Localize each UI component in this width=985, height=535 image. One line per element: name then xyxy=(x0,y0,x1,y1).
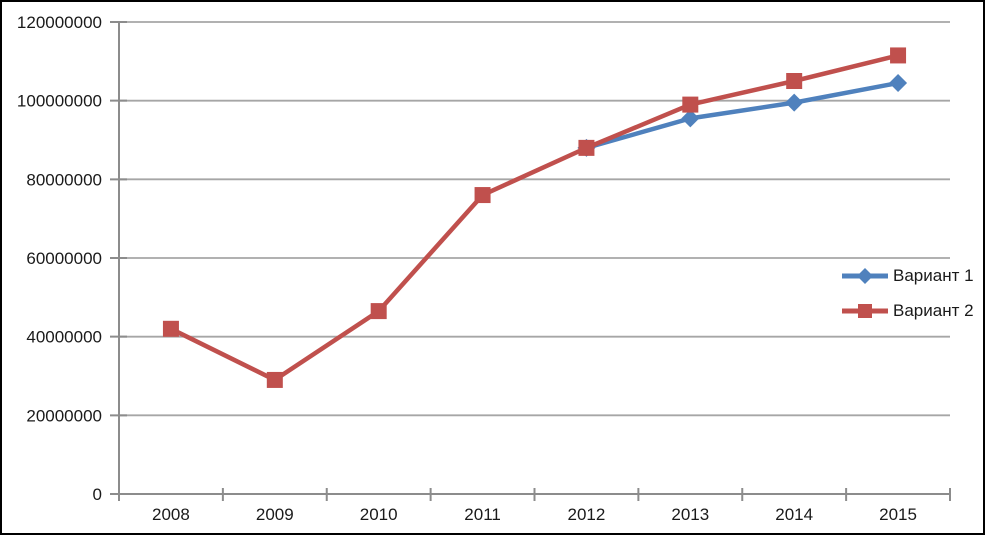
data-point-marker-diamond xyxy=(785,93,804,112)
line-diamond-marker-icon xyxy=(842,267,888,284)
legend-label-variant-2: Вариант 2 xyxy=(893,300,974,320)
legend-entry-variant-1: Вариант 1 xyxy=(842,258,974,293)
y-axis-tick-label: 120000000 xyxy=(17,13,102,32)
y-axis-tick-label: 60000000 xyxy=(26,249,102,268)
legend: Вариант 1 Вариант 2 xyxy=(842,258,974,328)
x-axis-label: 2008 xyxy=(152,505,190,524)
data-point-marker-square xyxy=(370,303,387,320)
y-axis-tick-label: 80000000 xyxy=(26,170,102,189)
data-point-marker-square xyxy=(162,320,179,337)
y-axis-tick-label: 100000000 xyxy=(17,92,102,111)
data-point-marker-square xyxy=(266,371,283,388)
legend-entry-variant-2: Вариант 2 xyxy=(842,293,974,328)
data-point-marker-diamond xyxy=(889,73,908,92)
x-axis-label: 2013 xyxy=(671,505,709,524)
x-axis-label: 2010 xyxy=(360,505,398,524)
legend-marker-square xyxy=(858,303,872,318)
data-point-marker-square xyxy=(474,187,491,204)
data-point-marker-diamond xyxy=(681,109,700,128)
y-axis-tick-label: 20000000 xyxy=(26,406,102,425)
x-axis-label: 2014 xyxy=(775,505,813,524)
series-line-diamond xyxy=(584,80,901,151)
data-point-marker-square xyxy=(786,73,803,89)
x-axis-label: 2012 xyxy=(568,505,606,524)
data-point-marker-square xyxy=(890,47,907,64)
y-axis-tick-label: 0 xyxy=(93,485,102,504)
x-axis-label: 2009 xyxy=(256,505,294,524)
line-square-marker-icon xyxy=(842,303,888,318)
x-axis-label: 2011 xyxy=(464,505,501,524)
series-line-square xyxy=(168,53,901,383)
legend-label-variant-1: Вариант 1 xyxy=(893,265,974,285)
data-point-marker-square xyxy=(578,139,595,156)
y-axis-tick-label: 40000000 xyxy=(26,328,102,347)
x-axis-label: 2015 xyxy=(879,505,917,524)
data-point-marker-square xyxy=(682,96,699,113)
legend-marker-diamond xyxy=(857,267,873,284)
